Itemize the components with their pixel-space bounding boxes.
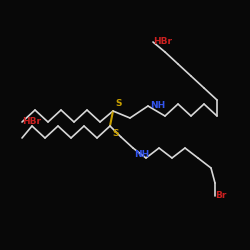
Text: S: S — [115, 99, 121, 108]
Text: HBr: HBr — [22, 118, 41, 126]
Text: Br: Br — [215, 192, 226, 200]
Text: NH: NH — [134, 150, 149, 159]
Text: S: S — [112, 129, 118, 138]
Text: HBr: HBr — [153, 38, 172, 46]
Text: NH: NH — [150, 102, 165, 110]
